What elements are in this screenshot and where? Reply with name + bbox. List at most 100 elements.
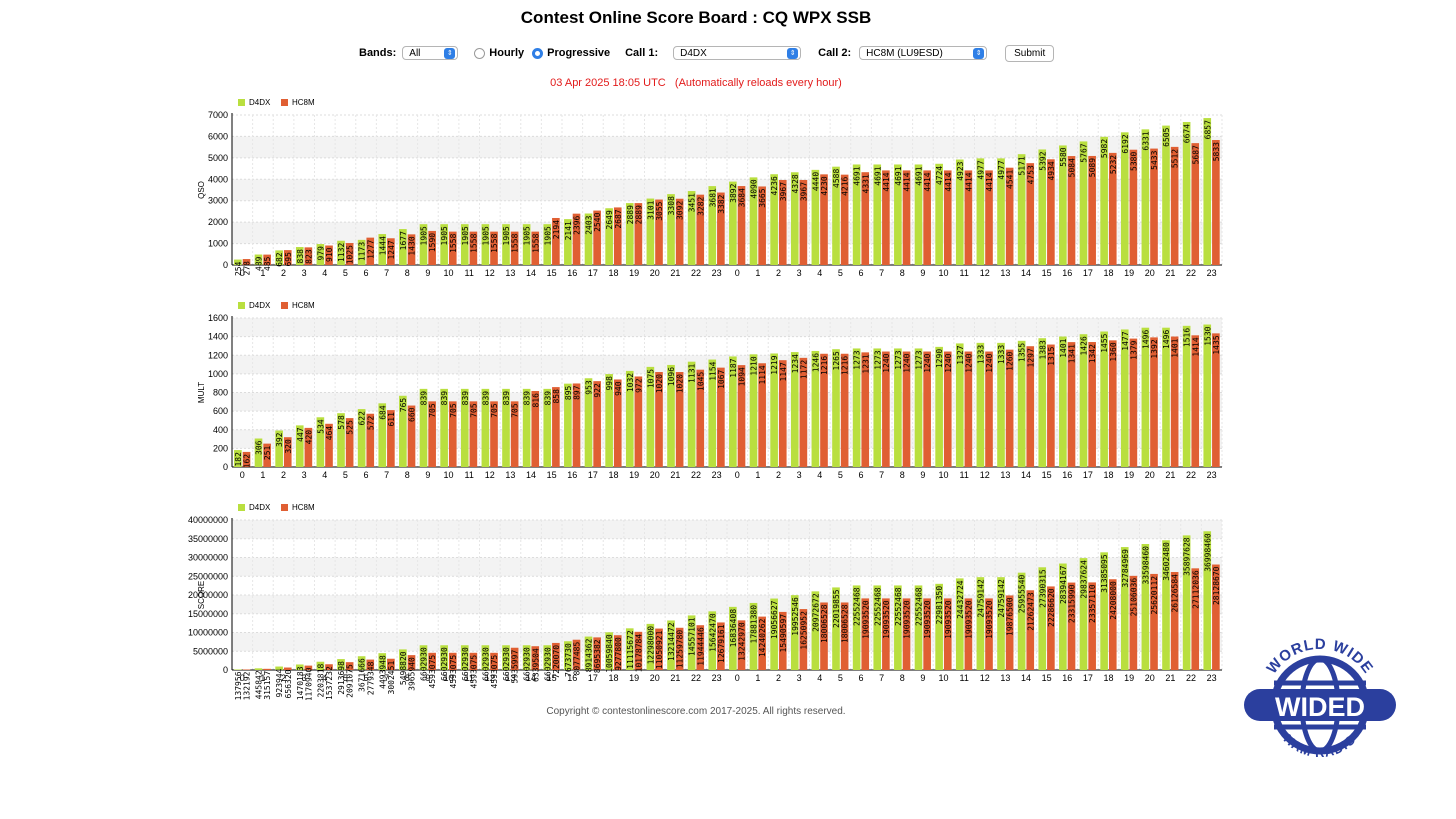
bar-hc8m xyxy=(283,250,292,265)
x-tick-label: 7 xyxy=(384,470,389,480)
bar-d4dx xyxy=(997,158,1005,265)
bar-d4dx xyxy=(337,413,345,467)
bar-hc8m xyxy=(613,379,622,467)
bar-d4dx xyxy=(914,585,923,670)
bar-d4dx xyxy=(1100,552,1108,670)
data-label-d4dx: 765 xyxy=(399,398,408,413)
data-label-d4dx: 306 xyxy=(255,440,264,455)
bar-hc8m xyxy=(737,620,746,670)
data-label-d4dx: 839 xyxy=(481,391,490,406)
data-label-hc8m: 3665 xyxy=(758,188,767,207)
bar-d4dx xyxy=(584,213,593,265)
bar-hc8m xyxy=(1108,340,1117,467)
bar-d4dx xyxy=(1120,547,1129,670)
bar-hc8m xyxy=(593,210,601,265)
x-tick-label: 0 xyxy=(240,470,245,480)
x-tick-label: 6 xyxy=(859,268,864,278)
data-label-d4dx: 1173 xyxy=(358,242,367,261)
data-label-d4dx: 1401 xyxy=(1059,338,1068,357)
data-label-hc8m: 705 xyxy=(428,403,437,418)
data-label-d4dx: 6505 xyxy=(1162,127,1171,146)
data-label-hc8m: 13242970 xyxy=(738,622,747,661)
bar-d4dx xyxy=(914,348,923,467)
data-label-hc8m: 1240 xyxy=(964,353,973,372)
bar-hc8m xyxy=(1191,568,1200,670)
data-label-hc8m: 1260 xyxy=(1006,351,1015,370)
bar-d4dx xyxy=(564,383,572,467)
legend-label-d4dx: D4DX xyxy=(249,503,271,512)
data-label-hc8m: 18006528 xyxy=(841,604,850,643)
submit-button[interactable]: Submit xyxy=(1005,44,1055,62)
legend-swatch-d4dx xyxy=(238,99,245,106)
progressive-radio[interactable] xyxy=(532,47,544,59)
hourly-radio[interactable] xyxy=(474,47,486,59)
bar-d4dx xyxy=(1079,141,1088,265)
data-label-d4dx: 6602930 xyxy=(523,647,532,681)
y-axis-label: QSO xyxy=(197,181,206,199)
x-tick-label: 13 xyxy=(505,470,515,480)
x-tick-label: 16 xyxy=(567,268,577,278)
bar-d4dx xyxy=(914,164,923,265)
bar-hc8m xyxy=(820,602,828,670)
data-label-hc8m: 1247 xyxy=(387,240,396,259)
data-label-d4dx: 1905 xyxy=(523,226,532,245)
data-label-hc8m: 1067 xyxy=(717,369,726,388)
data-label-d4dx: 1210 xyxy=(750,356,759,375)
data-label-d4dx: 2403 xyxy=(585,215,594,234)
bar-d4dx xyxy=(1038,567,1047,670)
x-tick-label: 3 xyxy=(302,673,307,683)
data-label-hc8m: 485 xyxy=(263,256,272,271)
bar-hc8m xyxy=(634,203,643,265)
x-tick-label: 10 xyxy=(939,673,949,683)
x-tick-label: 3 xyxy=(302,268,307,278)
data-label-d4dx: 11115672 xyxy=(626,630,635,669)
x-tick-label: 5 xyxy=(343,470,348,480)
data-label-hc8m: 5512 xyxy=(1171,149,1180,168)
bar-hc8m xyxy=(366,237,375,265)
data-label-d4dx: 31385095 xyxy=(1100,554,1109,593)
x-tick-label: 9 xyxy=(920,470,925,480)
data-label-hc8m: 23315990 xyxy=(1068,584,1077,623)
data-label-d4dx: 2141 xyxy=(564,221,573,240)
data-label-hc8m: 4414 xyxy=(882,172,891,191)
bar-hc8m xyxy=(510,231,519,265)
data-label-hc8m: 5232 xyxy=(1109,155,1118,174)
data-label-hc8m: 1297 xyxy=(1026,348,1035,367)
bar-hc8m xyxy=(572,639,581,670)
data-label-hc8m: 922 xyxy=(593,383,602,398)
bar-d4dx xyxy=(687,191,696,265)
x-tick-label: 14 xyxy=(1021,470,1031,480)
data-label-d4dx: 22552468 xyxy=(915,587,924,626)
x-tick-label: 2 xyxy=(776,268,781,278)
bar-hc8m xyxy=(428,652,436,670)
bar-hc8m xyxy=(1129,338,1138,467)
bar-hc8m xyxy=(1108,152,1117,265)
data-label-hc8m: 572 xyxy=(366,416,375,431)
bar-hc8m xyxy=(531,391,540,467)
data-label-hc8m: 1315 xyxy=(1047,346,1056,365)
bands-select[interactable]: All ⇕ xyxy=(402,46,459,60)
data-label-d4dx: 1905 xyxy=(461,226,470,245)
data-label-d4dx: 1383 xyxy=(1038,340,1047,359)
bar-hc8m xyxy=(1108,579,1117,670)
bar-hc8m xyxy=(1212,140,1220,265)
bar-d4dx xyxy=(790,595,799,670)
bar-d4dx xyxy=(667,620,675,670)
logo-center-text: WIDED xyxy=(1275,692,1365,722)
bar-hc8m xyxy=(593,381,601,467)
data-label-d4dx: 28394167 xyxy=(1059,565,1068,604)
call1-select[interactable]: D4DX ⇕ xyxy=(673,46,802,60)
bar-d4dx xyxy=(1120,329,1129,467)
data-label-d4dx: 22552468 xyxy=(853,587,862,626)
data-label-d4dx: 839 xyxy=(523,391,532,406)
call2-select[interactable]: HC8M (LU9ESD) ⇕ xyxy=(859,46,988,60)
data-label-d4dx: 578 xyxy=(337,415,346,430)
bar-d4dx xyxy=(687,615,696,670)
data-label-hc8m: 4331 xyxy=(861,174,870,193)
bar-hc8m xyxy=(634,631,643,670)
data-label-d4dx: 33598460 xyxy=(1141,546,1150,585)
data-label-hc8m: 972 xyxy=(634,378,643,393)
y-tick-label: 7000 xyxy=(208,110,228,120)
data-label-hc8m: 656320 xyxy=(284,669,293,698)
bar-hc8m xyxy=(593,637,601,670)
